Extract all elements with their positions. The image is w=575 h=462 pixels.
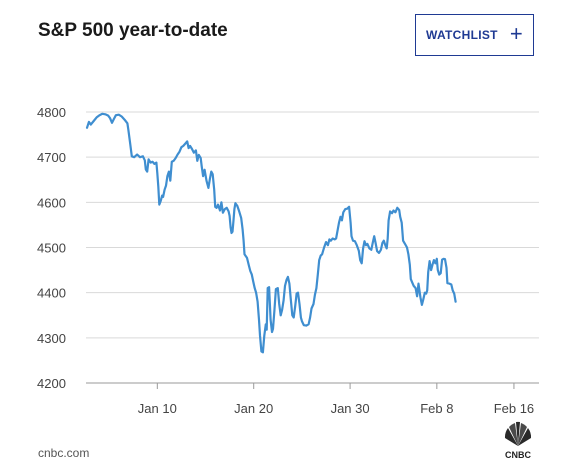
watchlist-button[interactable]: WATCHLIST + [415, 14, 534, 56]
y-tick-label: 4600 [37, 195, 66, 210]
y-tick-label: 4500 [37, 241, 66, 256]
y-tick-label: 4400 [37, 286, 66, 301]
x-tick-label: Jan 10 [138, 401, 177, 416]
x-axis: Jan 10 Jan 20 Jan 30 Feb 8 Feb 16 [138, 383, 534, 416]
x-tick-label: Feb 16 [494, 401, 534, 416]
x-tick-label: Jan 30 [331, 401, 370, 416]
logo-text: CNBC [505, 450, 531, 460]
chart-grid [86, 111, 539, 384]
peacock-icon [504, 421, 532, 446]
y-axis: 4200 4300 4400 4500 4600 4700 4800 [37, 105, 66, 391]
y-tick-label: 4200 [37, 376, 66, 391]
y-tick-label: 4800 [37, 105, 66, 120]
source-label: cnbc.com [38, 446, 90, 460]
y-tick-label: 4700 [37, 150, 66, 165]
cnbc-logo: CNBC [504, 421, 532, 460]
x-tick-label: Feb 8 [420, 401, 453, 416]
watchlist-button-label: WATCHLIST [426, 28, 498, 42]
series-line [85, 112, 457, 354]
page-title: S&P 500 year-to-date [38, 20, 228, 41]
y-tick-label: 4300 [37, 331, 66, 346]
x-tick-label: Jan 20 [234, 401, 273, 416]
plus-icon: + [509, 21, 523, 46]
